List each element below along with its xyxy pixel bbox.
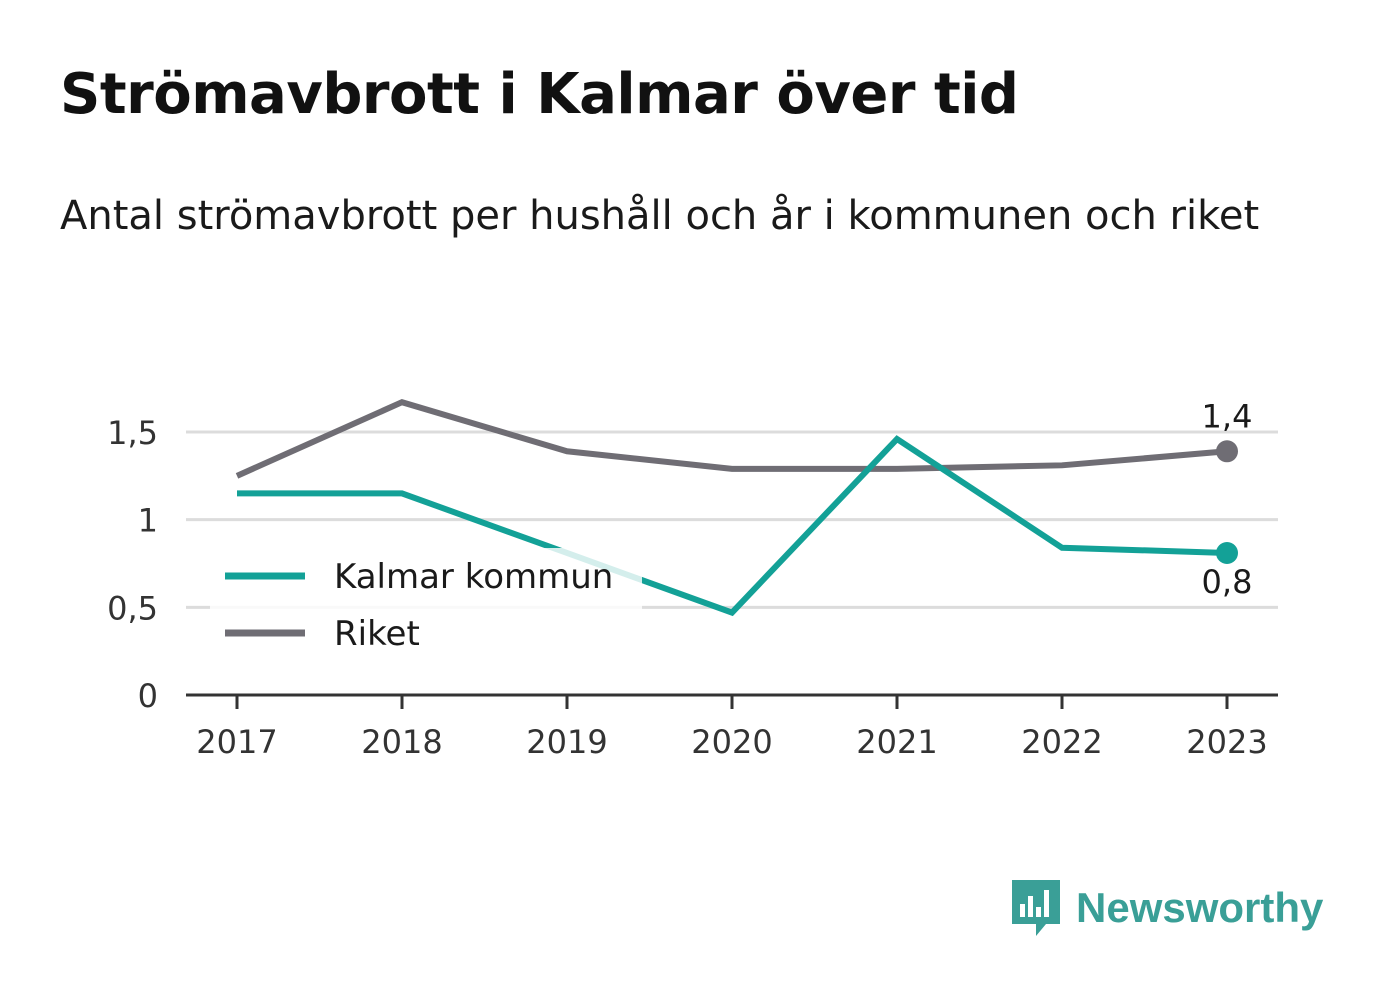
series-end-point	[1216, 541, 1238, 564]
y-tick-label: 1	[138, 502, 158, 540]
x-axis: 2017 2018 2019 2020 2021 2022 2023	[186, 693, 1278, 761]
series-end-point	[1216, 440, 1238, 463]
data-label: 1,4	[1202, 397, 1253, 435]
end-labels: 0,8 1,4	[1202, 397, 1253, 601]
chart-subtitle: Antal strömavbrott per hushåll och år i …	[60, 193, 1260, 239]
y-axis-ticks: 0 0,5 1 1,5	[107, 414, 158, 715]
series-line	[237, 435, 1228, 617]
legend-label: Riket	[334, 614, 420, 654]
brand-name: Newsworthy	[1076, 884, 1324, 931]
x-tick-label: 2019	[526, 723, 607, 761]
y-tick-label: 0	[138, 677, 158, 715]
x-tick-label: 2017	[196, 723, 277, 761]
y-tick-label: 1,5	[107, 414, 158, 452]
legend-background	[210, 548, 642, 664]
x-tick-label: 2020	[691, 723, 772, 761]
data-label: 0,8	[1202, 563, 1253, 601]
x-tick-label: 2023	[1186, 723, 1267, 761]
y-tick-label: 0,5	[107, 589, 158, 627]
series-line	[235, 399, 1228, 479]
legend: Kalmar kommun Riket	[210, 548, 642, 664]
chart-title: Strömavbrott i Kalmar över tid	[60, 62, 1019, 127]
x-tick-label: 2021	[856, 723, 937, 761]
brand-logo: Newsworthy	[1010, 878, 1323, 938]
x-tick-label: 2018	[361, 723, 442, 761]
newsworthy-logo-icon	[1012, 880, 1060, 936]
x-tick-label: 2022	[1021, 723, 1102, 761]
legend-label: Kalmar kommun	[334, 557, 613, 597]
series-lines	[235, 399, 1238, 617]
